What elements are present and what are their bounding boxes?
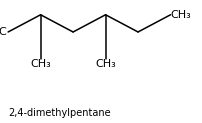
Text: 2,4-dimethylpentane: 2,4-dimethylpentane: [8, 108, 110, 118]
Text: CH₃: CH₃: [170, 10, 190, 20]
Text: CH₃: CH₃: [95, 59, 115, 69]
Text: CH₃: CH₃: [30, 59, 51, 69]
Text: H₃C: H₃C: [0, 27, 8, 37]
